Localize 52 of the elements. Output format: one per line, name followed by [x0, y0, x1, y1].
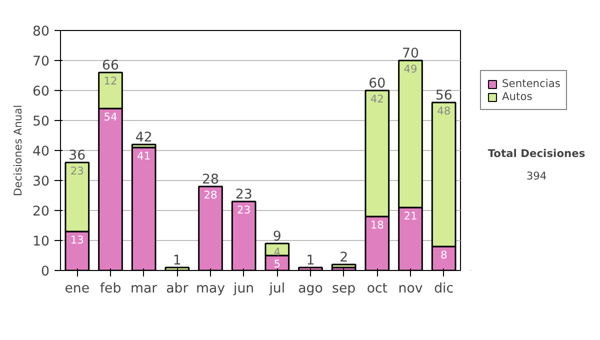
data-label: 23 [70, 164, 84, 178]
data-label: 21 [404, 210, 418, 222]
y-tick-label: 40 [32, 144, 50, 160]
y-tick-label: 10 [32, 234, 50, 250]
x-tick-label: dic [434, 282, 454, 296]
total-label: 28 [202, 172, 219, 188]
data-label: 23 [237, 204, 251, 216]
legend-label: Sentencias [502, 77, 560, 90]
data-label: 18 [370, 218, 384, 232]
x-tick-label: mar [130, 282, 158, 296]
total-label: 1 [306, 254, 315, 268]
x-tick-label: abr [166, 282, 189, 296]
y-axis-title: Decisiones Anual [12, 104, 25, 196]
total-label: 1 [172, 254, 182, 268]
x-tick-label: oct [366, 282, 388, 296]
x-tick-label: jul [268, 282, 286, 296]
data-label: 5 [274, 258, 281, 270]
text: 394 [526, 169, 547, 182]
x-tick-label: feb [100, 282, 122, 296]
total-label: 60 [368, 76, 386, 92]
x-tick-label: may [196, 282, 226, 296]
legend-label: Autos [502, 90, 532, 103]
data-label: 28 [204, 188, 218, 202]
y-tick-label: 60 [32, 84, 50, 100]
total-label: 56 [435, 88, 452, 104]
x-tick-label: ago [298, 282, 323, 296]
y-tick-label: 70 [32, 54, 50, 70]
data-label: 54 [104, 110, 118, 124]
data-label: 49 [404, 62, 418, 76]
x-tick-label: nov [398, 282, 423, 296]
x-tick-label: jun [232, 282, 254, 296]
data-label: 8 [440, 248, 448, 262]
data-label: 41 [137, 150, 151, 162]
y-tick-label: 0 [41, 264, 50, 280]
y-tick-label: 20 [32, 204, 50, 220]
y-tick-label: 80 [32, 24, 50, 40]
data-label: 48 [437, 104, 451, 118]
y-tick-label: 30 [32, 174, 50, 190]
x-tick-label: sep [332, 282, 356, 296]
total-label: 70 [402, 46, 419, 62]
total-label: 36 [68, 148, 86, 164]
text: Total Decisiones [488, 147, 586, 160]
total-label: 42 [135, 130, 152, 146]
data-label: 42 [370, 92, 384, 106]
x-tick-label: ene [64, 282, 90, 296]
data-label: 12 [104, 74, 118, 88]
y-tick-label: 50 [32, 114, 50, 130]
total-label: 2 [340, 250, 348, 266]
total-label: 23 [235, 188, 252, 202]
total-label: 9 [272, 230, 282, 244]
total-label: 66 [102, 58, 119, 74]
data-label: 13 [70, 234, 84, 246]
